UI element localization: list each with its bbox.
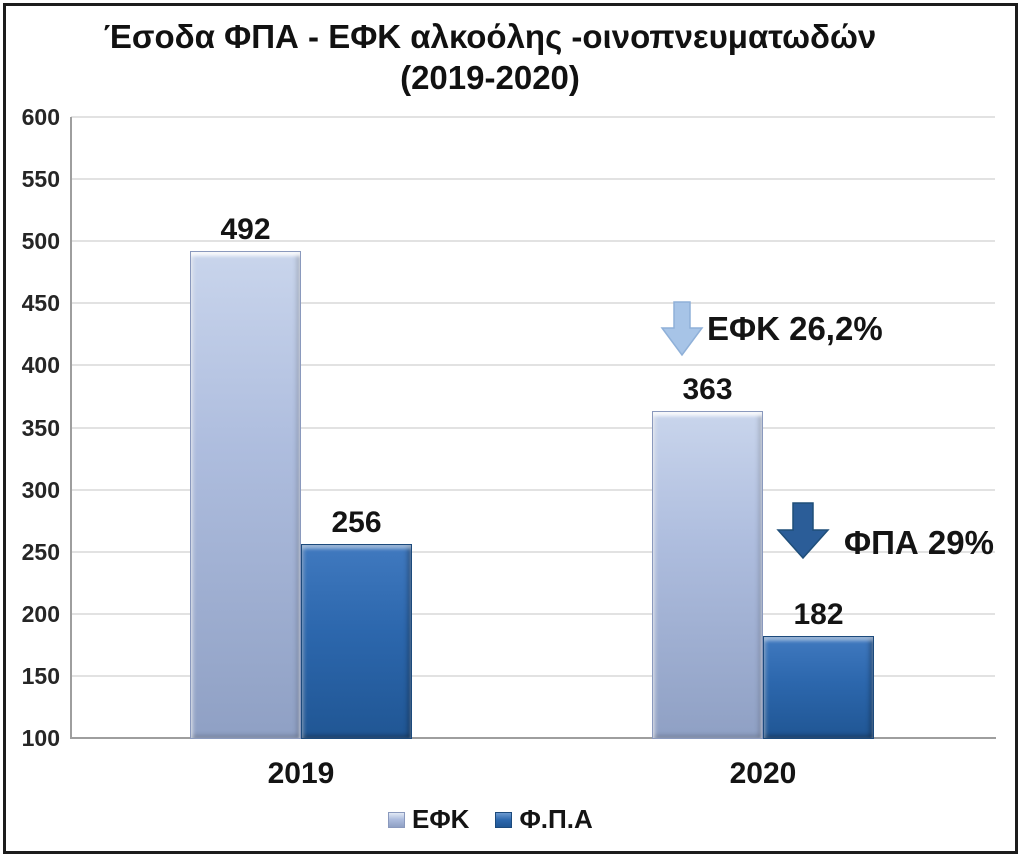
legend-item-Φ.Π.Α: Φ.Π.Α [495, 804, 593, 835]
gridline [71, 364, 995, 367]
annotation-efk-decrease: ΕΦΚ 26,2% [660, 301, 883, 357]
y-axis-tick-label: 300 [21, 476, 60, 503]
gridline [71, 426, 995, 429]
gridline [71, 612, 995, 615]
chart-title: Έσοδα ΦΠΑ - ΕΦΚ αλκοόλης -οινοπνευματωδώ… [0, 16, 980, 98]
y-axis-tick-label: 550 [21, 166, 60, 193]
bar-Φ.Π.Α-2020 [763, 636, 874, 739]
bar-value-label-Φ.Π.Α-2020: 182 [793, 598, 844, 632]
gridline [71, 674, 995, 677]
y-axis-tick-label: 450 [21, 290, 60, 317]
legend-item-ΕΦΚ: ΕΦΚ [388, 804, 469, 835]
y-axis-tick-label: 400 [21, 352, 60, 379]
legend-label: ΕΦΚ [412, 804, 470, 834]
gridline [71, 302, 995, 305]
legend-swatch-icon [495, 811, 513, 828]
y-axis-tick-label: 350 [21, 414, 60, 441]
bar-Φ.Π.Α-2019 [301, 544, 412, 739]
x-axis-category-label: 2019 [267, 757, 335, 790]
bar-ΕΦΚ-2019 [190, 251, 301, 739]
legend-label: Φ.Π.Α [519, 804, 593, 834]
x-axis-line [70, 737, 996, 739]
y-axis-line [70, 117, 72, 739]
x-axis-category-label: 2020 [729, 757, 797, 790]
bar-value-label-Φ.Π.Α-2019: 256 [331, 506, 382, 540]
bar-value-label-ΕΦΚ-2019: 492 [220, 213, 271, 247]
gridline [71, 116, 995, 118]
y-axis-tick-label: 100 [21, 725, 60, 751]
y-axis-tick-label: 150 [21, 662, 60, 689]
annotation-efk-text: ΕΦΚ 26,2% [707, 310, 883, 347]
y-axis-tick-label: 250 [21, 538, 60, 565]
legend-swatch-icon [388, 811, 405, 828]
chart-title-line1: Έσοδα ΦΠΑ - ΕΦΚ αλκοόλης -οινοπνευματωδώ… [103, 18, 877, 55]
bar-value-label-ΕΦΚ-2020: 363 [682, 373, 733, 407]
y-axis-tick-label: 500 [21, 228, 60, 255]
gridline [71, 488, 995, 491]
y-axis-tick-label: 600 [21, 104, 60, 130]
y-axis-tick-label: 200 [21, 600, 60, 627]
gridline [71, 178, 995, 181]
legend: ΕΦΚ Φ.Π.Α [388, 804, 593, 835]
annotation-fpa-text: ΦΠΑ 29% [844, 524, 994, 561]
efk-decrease-arrow-icon [660, 301, 704, 357]
gridline [71, 240, 995, 243]
chart-title-line2: (2019-2020) [400, 59, 580, 96]
fpa-decrease-arrow-icon [776, 502, 830, 560]
annotation-fpa-decrease: ΦΠΑ 29% [776, 502, 994, 561]
bar-ΕΦΚ-2020 [652, 411, 763, 739]
gridline [71, 550, 995, 553]
